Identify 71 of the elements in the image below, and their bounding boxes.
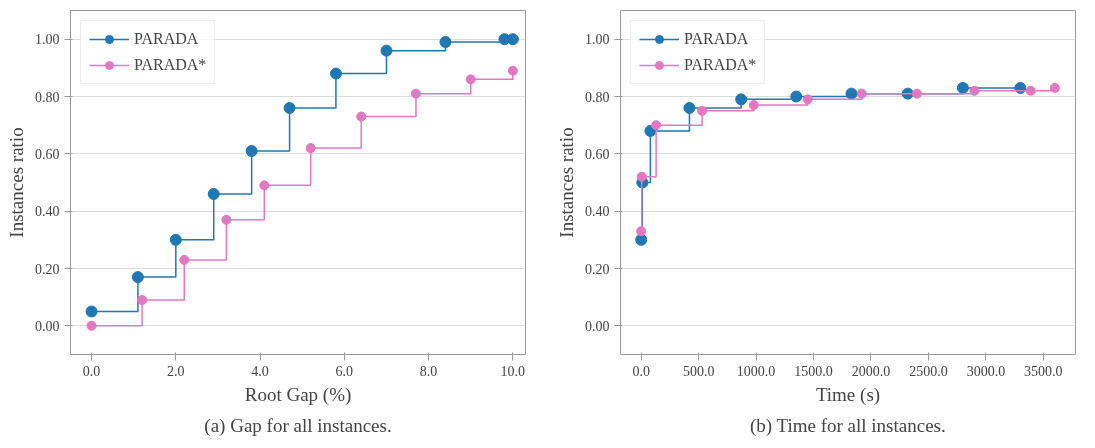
point: [439, 36, 452, 49]
y-tick-label: 0.60: [35, 146, 60, 162]
y-axis-title: Instances ratio: [556, 127, 577, 238]
y-tick-label: 0.80: [585, 89, 610, 105]
point: [683, 101, 696, 114]
x-tick-label: 2500.0: [909, 363, 948, 379]
y-tick-label: 1.00: [585, 32, 610, 48]
x-tick-label: 1500.0: [794, 363, 833, 379]
point: [207, 187, 220, 200]
point: [245, 144, 258, 157]
x-tick-label: 0.0: [82, 363, 101, 379]
point: [802, 94, 813, 105]
x-tick-label: 3500.0: [1024, 363, 1063, 379]
point: [380, 44, 393, 57]
x-axis-title: Root Gap (%): [244, 383, 352, 406]
point: [465, 74, 476, 85]
point: [305, 143, 316, 154]
point: [356, 111, 367, 122]
point: [845, 87, 858, 100]
point: [86, 320, 97, 331]
point: [329, 67, 342, 80]
legend-label: PARADA: [684, 30, 749, 48]
x-tick-label: 1000.0: [736, 363, 776, 379]
point: [410, 88, 421, 99]
y-tick-label: 0.00: [35, 318, 60, 334]
point: [259, 180, 270, 191]
x-axis-title: Time (s): [815, 383, 881, 406]
y-tick-label: 0.60: [585, 146, 610, 162]
x-tick-label: 10.0: [500, 363, 526, 379]
point: [636, 171, 647, 182]
x-tick-label: 2.0: [167, 363, 185, 379]
legend-label: PARADA*: [134, 56, 207, 74]
point: [169, 233, 182, 246]
y-tick-label: 0.20: [585, 261, 610, 277]
point: [507, 65, 518, 76]
point: [856, 88, 867, 99]
point: [697, 105, 708, 116]
x-tick-label: 2000.0: [851, 363, 891, 379]
point: [1025, 85, 1036, 96]
text: (a) Gap for all instances.: [204, 414, 392, 437]
point: [651, 120, 662, 131]
y-tick-label: 0.00: [585, 318, 610, 334]
point: [221, 214, 232, 225]
point: [911, 88, 922, 99]
legend-label: PARADA: [134, 30, 199, 48]
point: [131, 271, 144, 284]
x-tick-label: 500.0: [682, 363, 715, 379]
text: (b) Time for all instances.: [749, 414, 946, 437]
x-tick-label: 0.0: [632, 363, 650, 379]
y-tick-label: 0.20: [35, 261, 60, 277]
y-tick-label: 1.00: [35, 32, 60, 48]
y-tick-label: 0.40: [585, 204, 610, 220]
point: [1049, 82, 1060, 93]
point: [956, 81, 969, 94]
point: [748, 100, 759, 111]
y-tick-label: 0.80: [35, 89, 60, 105]
point: [85, 305, 98, 318]
y-tick-label: 0.40: [35, 204, 60, 220]
x-tick-label: 8.0: [419, 363, 438, 379]
x-tick-label: 3000.0: [966, 363, 1006, 379]
legend-label: PARADA*: [684, 56, 757, 74]
y-axis-title: Instances ratio: [6, 127, 27, 238]
point: [735, 93, 748, 106]
point: [137, 295, 148, 306]
point: [283, 101, 296, 114]
point: [790, 90, 803, 103]
x-tick-label: 4.0: [251, 363, 269, 379]
point: [969, 85, 980, 96]
point: [179, 254, 190, 265]
x-tick-label: 6.0: [335, 363, 354, 379]
point: [636, 226, 647, 237]
